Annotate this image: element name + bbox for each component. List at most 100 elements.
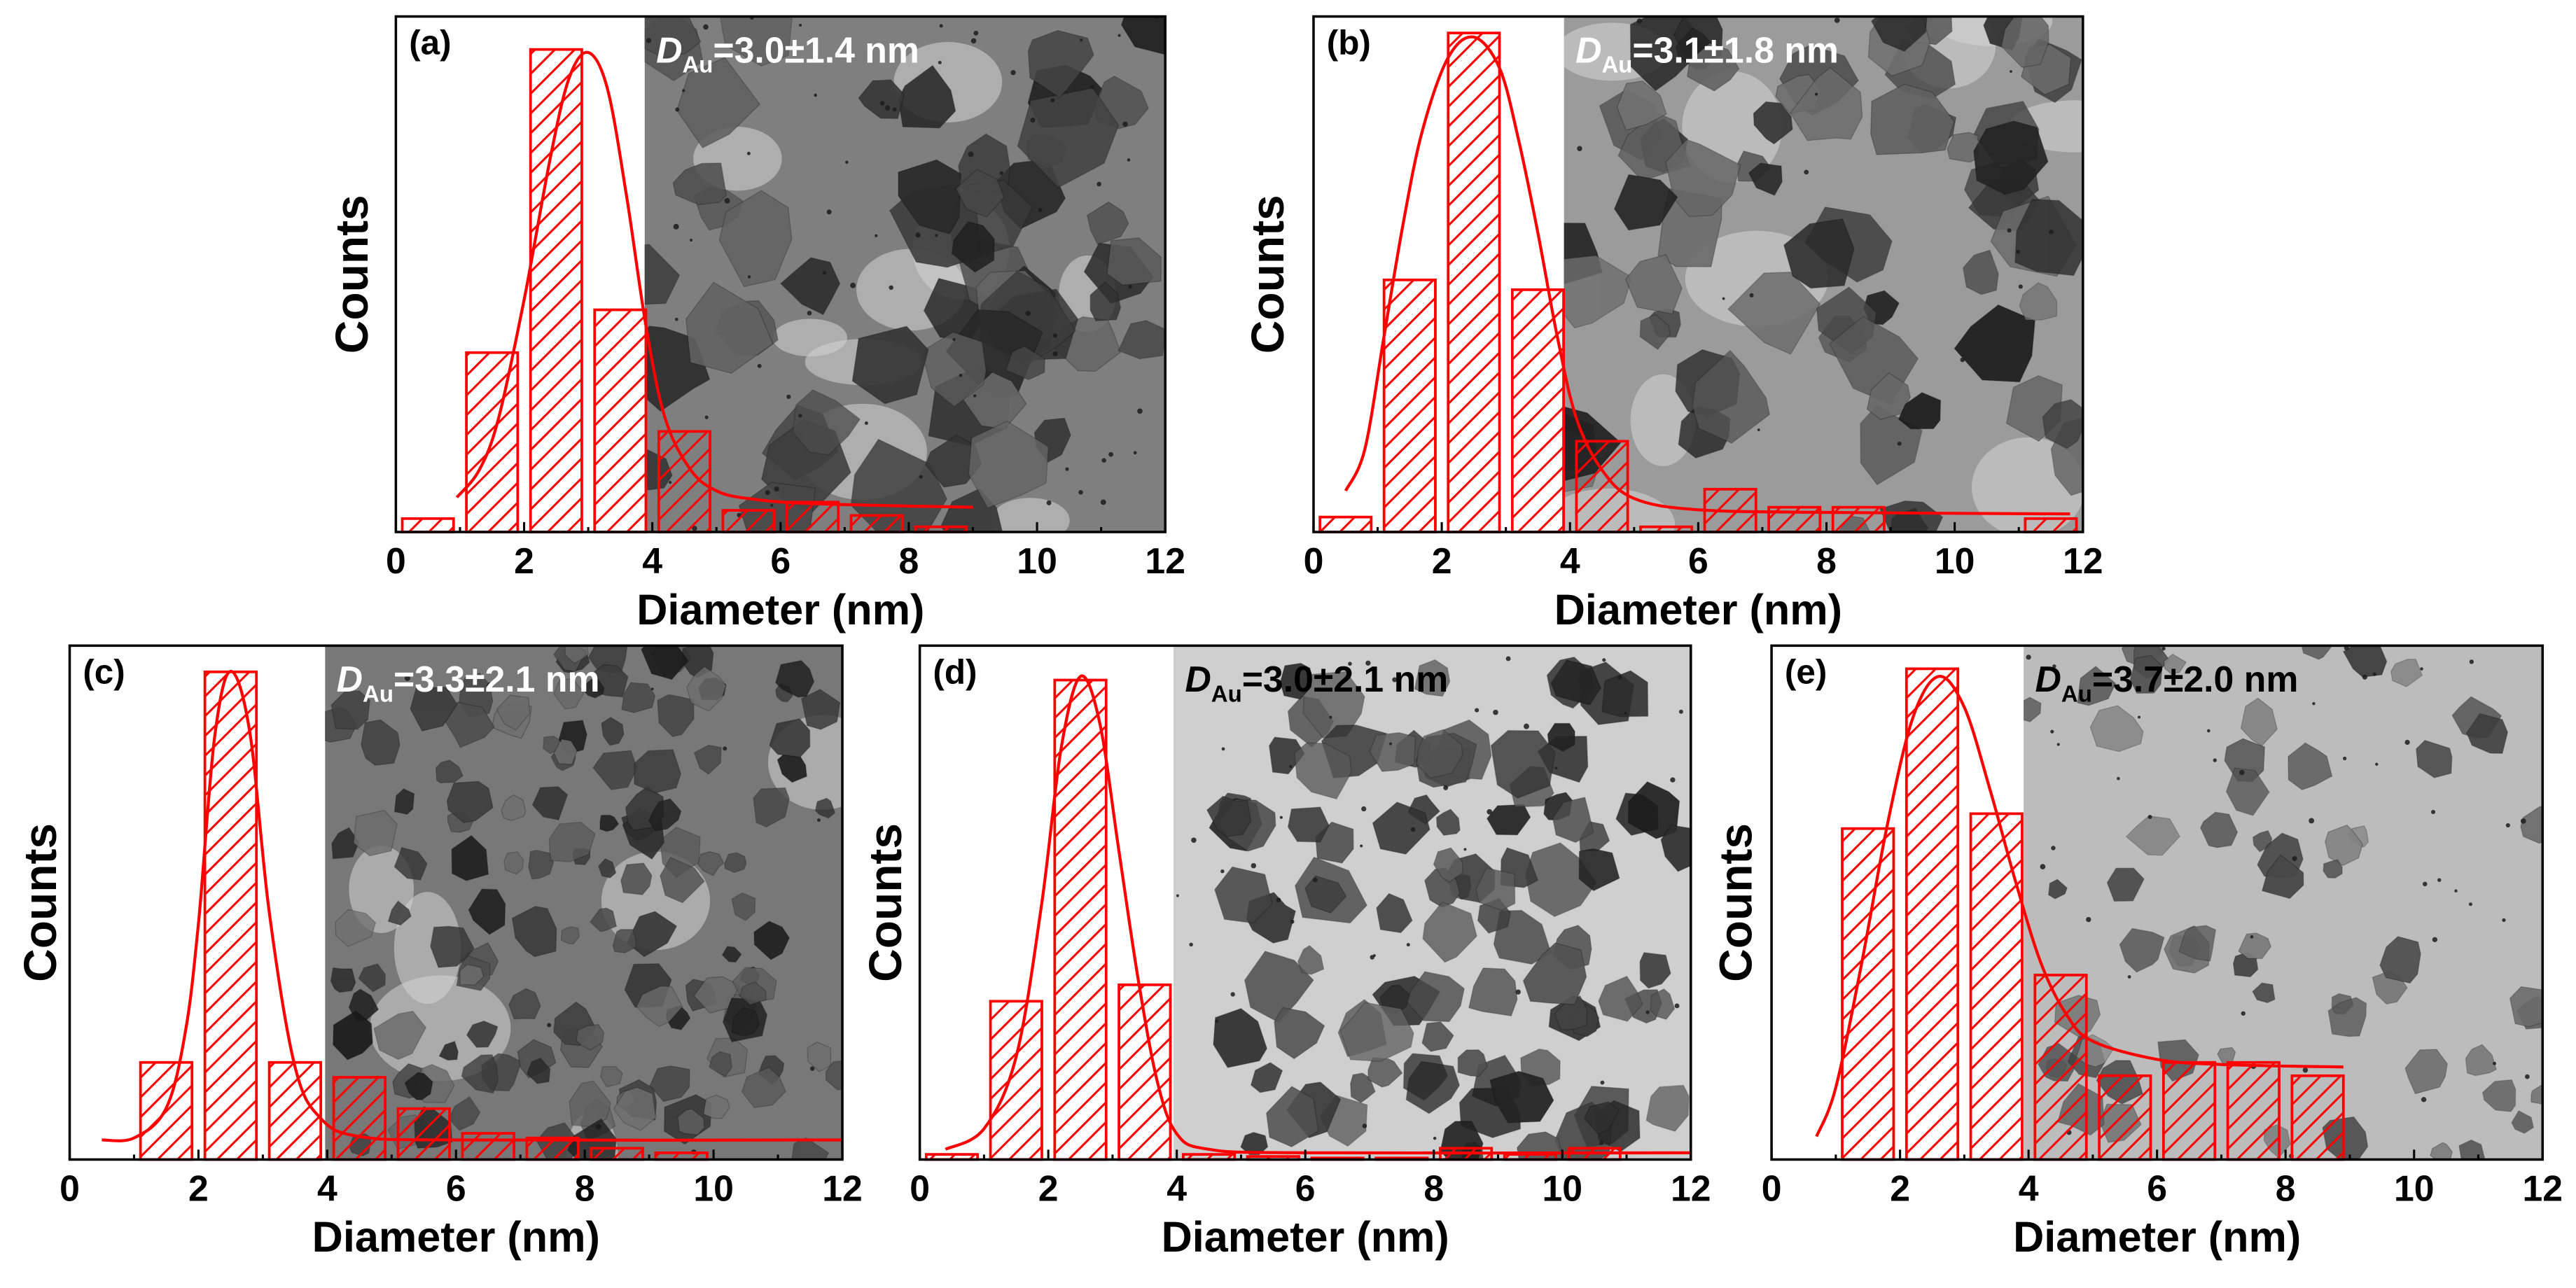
tem-particle [1613, 174, 1678, 231]
tem-particle [553, 678, 585, 710]
tem-dot [1025, 311, 1031, 316]
tem-dot [1372, 954, 1376, 958]
size-annotation: DAu=3.0±1.4 nm [656, 29, 919, 77]
size-annotation: DAu=3.1±1.8 nm [1575, 29, 1839, 77]
tem-dot [1191, 837, 1197, 844]
tem-particle [709, 1051, 733, 1077]
y-axis-label: Counts [1709, 823, 1761, 982]
tem-particle [955, 169, 1005, 218]
tem-dot [487, 683, 492, 689]
tem-particle [361, 719, 401, 766]
tem-dot [757, 363, 762, 368]
histogram-bar [525, 1136, 580, 1161]
histogram-bar [401, 517, 455, 533]
tem-dot [770, 503, 774, 507]
tem-particle [576, 1023, 605, 1051]
tem-particle [330, 690, 370, 730]
tem-particle [438, 1040, 459, 1061]
tem-particle [644, 16, 702, 59]
tem-particle [792, 389, 861, 456]
panel-d: 0 2 4 6 8 10 12 Diameter (nm) Counts (d) DAu=3.0±2… [859, 644, 1711, 1261]
tem-dot [816, 818, 821, 822]
tem-dot [2117, 776, 2120, 780]
tem-particle [1294, 742, 1352, 800]
tem-particle [1118, 320, 1166, 360]
tem-particle [2042, 399, 2083, 449]
tem-particle [2327, 997, 2367, 1037]
tem-dot [1678, 709, 1683, 714]
tem-particle [741, 1066, 786, 1109]
tem-particle [1550, 659, 1601, 706]
tem-dot [1722, 297, 1725, 300]
tem-dot [2239, 769, 2245, 776]
annotation-symbol: D [337, 659, 363, 699]
tem-dot [826, 209, 832, 215]
histogram-bar [1318, 515, 1373, 533]
tem-particle [2404, 1049, 2449, 1095]
annotation-value: =3.7±2.0 nm [2092, 659, 2299, 699]
annotation-symbol: D [1575, 29, 1601, 70]
tem-particle [731, 1007, 760, 1037]
tem-particle [800, 688, 841, 730]
tem-dot [915, 232, 921, 238]
tem-dot [1289, 765, 1293, 769]
tem-particle [508, 988, 541, 1020]
x-tick-label: 0 [910, 1168, 930, 1208]
tem-particle [1421, 1021, 1454, 1052]
tem-particle [753, 787, 791, 828]
tem-dot [1101, 458, 1106, 463]
tem-particle [528, 849, 555, 880]
x-tick-label: 4 [1560, 540, 1580, 581]
tem-particle [2238, 932, 2272, 960]
tem-particle [394, 788, 415, 816]
size-annotation: DAu=3.3±2.1 nm [337, 659, 600, 706]
histogram-bars [924, 678, 1622, 1161]
tem-particle [1405, 1060, 1461, 1114]
tem-particle [1578, 848, 1620, 892]
tem-particle [1416, 729, 1463, 779]
tem-particle [753, 920, 791, 960]
tem-dot [1406, 943, 1410, 947]
tem-particle [583, 678, 605, 699]
tem-particle [769, 718, 811, 758]
tem-dot [1127, 158, 1131, 162]
tem-particle [387, 900, 412, 926]
tem-particle [2024, 696, 2042, 722]
tem-particle [660, 857, 705, 904]
tem-particle [2465, 713, 2509, 754]
tem-dot [2250, 935, 2254, 939]
annotation-subscript: Au [1211, 680, 1242, 706]
panel-b: 0 2 4 6 8 10 12 Diameter (nm) Counts (b) DAu=3.1±1… [1241, 15, 2103, 634]
panel-label: (b) [1327, 24, 1371, 62]
tem-dot [952, 337, 956, 342]
tem-dot [703, 24, 709, 30]
y-axis-label: Counts [1241, 195, 1293, 354]
histogram-bar [849, 514, 904, 533]
tem-particle [2106, 867, 2145, 902]
tem-dot [1636, 18, 1643, 24]
tem-dot [1897, 441, 1902, 446]
tem-dot [1505, 656, 1511, 662]
tem-particle [634, 749, 682, 794]
tem-particle [2252, 982, 2276, 1004]
tem-particle [814, 797, 836, 819]
tem-particle [2129, 654, 2163, 694]
annotation-value: =3.1±1.8 nm [1632, 29, 1839, 70]
tem-particle [1089, 281, 1122, 322]
tem-dot [2437, 878, 2442, 882]
tem-image-inset [1564, 16, 2083, 532]
tem-dot [2040, 864, 2046, 869]
tem-dot [1463, 848, 1467, 851]
tem-particle [825, 1060, 843, 1091]
tem-particle [1522, 942, 1587, 1005]
histogram-bar [721, 509, 776, 533]
tem-dot [845, 160, 849, 164]
tem-particle [2077, 666, 2117, 706]
tem-dot [822, 270, 827, 275]
tem-dot [1108, 451, 1113, 457]
tem-dot [875, 234, 878, 237]
tem-particle [968, 420, 1050, 509]
y-axis-label: Counts [859, 823, 911, 982]
tem-dot [1617, 675, 1622, 680]
tem-dot [2375, 762, 2379, 766]
